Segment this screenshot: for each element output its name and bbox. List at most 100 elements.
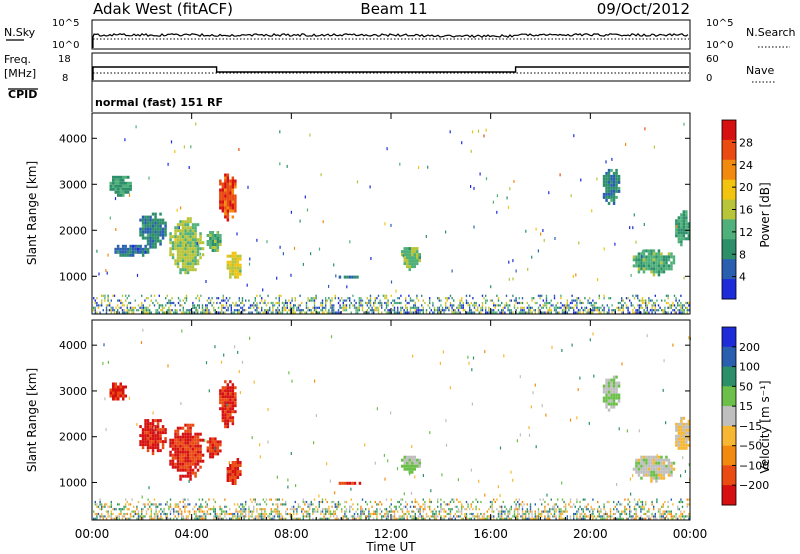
velocity-cell [411,461,414,465]
velocity-cell [277,503,279,506]
power-cell [279,130,281,134]
power-cell [677,237,681,241]
velocity-cell [525,517,527,520]
power-cell [422,311,424,314]
power-cell [147,297,149,300]
velocity-cell [285,503,287,506]
power-cell [139,306,141,309]
velocity-cell [528,426,530,430]
velocity-cell [539,512,541,516]
power-cell [510,309,512,312]
power-cell [545,299,548,302]
power-cell [208,311,210,314]
power-cell [557,311,559,314]
velocity-cell [629,515,631,518]
velocity-cell [680,443,683,447]
velocity-cell [387,510,389,513]
velocity-cell [112,391,115,395]
power-cell [687,225,691,229]
power-cell [169,247,172,251]
power-cell [201,247,205,251]
power-cell [171,256,175,260]
velocity-cell [149,440,152,444]
power-cell [131,311,133,314]
velocity-cell [632,517,634,520]
power-cell [171,309,173,312]
power-cell [234,251,237,255]
power-cell [209,231,212,234]
power-cell [607,174,611,178]
velocity-cell [151,449,155,453]
power-cell [587,299,589,302]
power-cell [182,309,184,312]
power-cell [515,299,517,302]
velocity-colorbar-tick: −200 [739,479,769,492]
power-cell [181,250,185,254]
power-colorbar-tick: 8 [739,248,746,261]
power-cell [154,233,157,237]
velocity-cell [235,515,237,518]
power-cell [199,247,202,251]
power-cell [510,299,512,302]
power-cell [411,306,413,309]
velocity-cell [253,517,255,520]
velocity-cell [501,512,503,516]
power-cell [179,256,182,260]
power-cell [363,311,365,314]
power-cell [226,203,230,207]
velocity-cell [617,510,620,513]
power-cell [345,309,348,312]
power-cell [545,306,548,309]
power-cell [451,309,453,312]
power-cell [655,258,658,262]
power-cell [196,262,200,266]
power-cell [318,311,320,314]
power-cell [493,301,495,305]
power-cell [214,311,216,314]
velocity-cell [198,515,200,518]
velocity-cell [672,515,674,518]
power-cell [661,309,663,312]
velocity-cell [236,473,240,476]
power-cell [387,304,389,307]
velocity-cell [432,510,434,513]
power-colorbar-tick: 24 [739,159,753,172]
power-cell [368,299,370,302]
velocity-cell [179,459,182,463]
velocity-cell [607,408,611,412]
velocity-ytick-label: 3000 [59,385,87,398]
power-cell [290,273,292,277]
power-cell [110,299,112,302]
velocity-cell [312,512,314,516]
power-cell [109,181,112,185]
velocity-cell [104,503,106,506]
power-cell [124,175,127,179]
power-cell [641,306,644,309]
velocity-cell [633,517,636,520]
power-cell [389,309,391,312]
power-cell [194,259,197,263]
power-cell [462,309,464,312]
power-cell [105,306,108,309]
velocity-cell [422,515,424,518]
power-cell [124,138,126,142]
velocity-cell [231,389,235,393]
velocity-cell [657,455,661,459]
power-cell [179,232,182,236]
velocity-cell [181,435,185,439]
velocity-cell [199,450,202,454]
power-cell [156,233,160,237]
velocity-cell [209,508,212,511]
velocity-cell [151,425,155,429]
power-cell [243,304,245,307]
velocity-cell [253,380,255,384]
power-cell [433,306,436,309]
velocity-cell [186,450,190,454]
velocity-cell [358,517,360,520]
power-cell [181,226,185,230]
velocity-cell [334,505,336,508]
power-cell [267,311,269,314]
power-cell [137,304,140,307]
power-cell [154,224,157,228]
velocity-cell [517,517,519,520]
